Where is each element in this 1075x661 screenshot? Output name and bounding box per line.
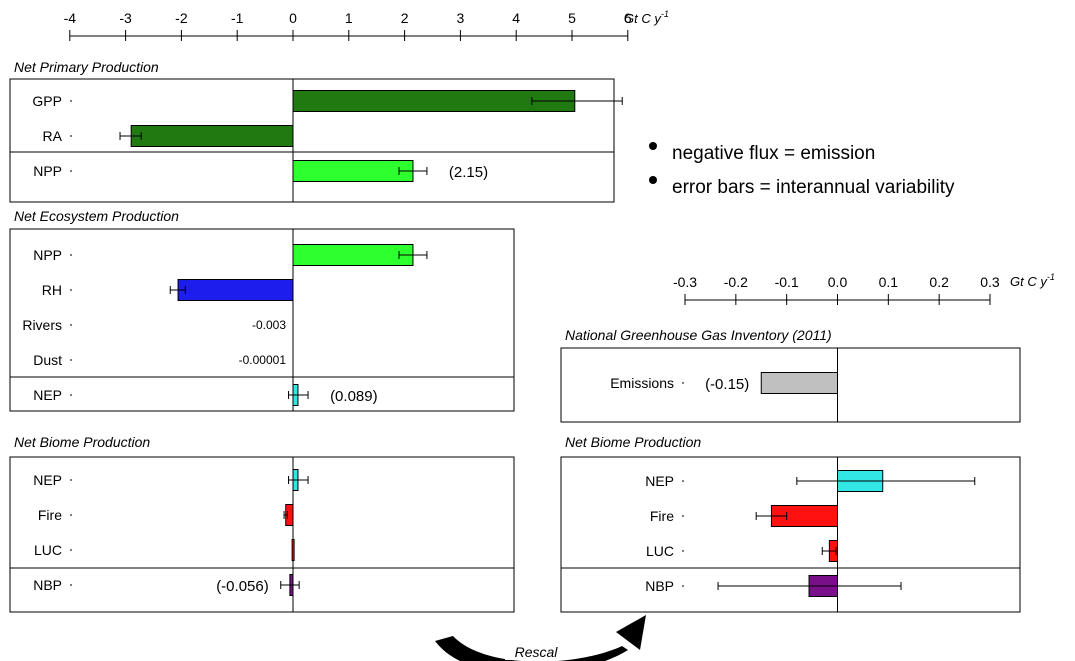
panel-title: Net Biome Production xyxy=(14,434,150,450)
category-label: LUC xyxy=(646,543,674,559)
panel-title: National Greenhouse Gas Inventory (2011) xyxy=(565,327,832,343)
panel-nep: Net Ecosystem Production NPP RH Rivers -0.00… xyxy=(9,208,515,412)
panel-nbp-left: Net Biome Production NEP Fire LUC NBP (-0.056… xyxy=(9,434,515,613)
arrow-label: Rescal xyxy=(515,644,559,660)
category-label: NBP xyxy=(645,578,674,594)
category-label: Emissions xyxy=(610,375,674,391)
bar-annotation: (2.15) xyxy=(449,164,488,181)
category-label: NEP xyxy=(33,387,62,403)
rescale-arrow: Rescal xyxy=(435,615,646,661)
bullet-icon xyxy=(649,176,657,184)
arrowhead-icon xyxy=(616,615,646,650)
category-label: Fire xyxy=(650,508,674,524)
panel-title: Net Biome Production xyxy=(565,434,701,450)
category-label: NPP xyxy=(33,247,62,263)
right-axis-unit: Gt C y-1 xyxy=(1010,272,1055,289)
right-axis: -0.3 -0.2 -0.1 0.0 0.1 0.2 0.3 xyxy=(673,274,1000,305)
bar xyxy=(291,539,295,561)
bar-annotation: (-0.15) xyxy=(705,376,749,393)
panel-title: Net Ecosystem Production xyxy=(14,208,179,224)
category-label: NPP xyxy=(33,163,62,179)
right-axis-tick-label: 0.3 xyxy=(980,274,1000,290)
category-label: RH xyxy=(42,282,62,298)
value-label: -0.003 xyxy=(252,318,286,332)
bar xyxy=(292,160,414,182)
category-label: LUC xyxy=(34,542,62,558)
left-axis-tick-label: 1 xyxy=(345,10,353,26)
left-axis-tick-label: 0 xyxy=(289,10,297,26)
legend-note: negative flux = emission xyxy=(672,143,875,164)
legend-note: error bars = interannual variability xyxy=(672,177,955,198)
legend-notes: negative flux = emission error bars = in… xyxy=(649,142,955,198)
curved-arrow-icon xyxy=(435,636,628,661)
bar-annotation: (0.089) xyxy=(330,388,378,405)
right-axis-tick-label: 0.2 xyxy=(929,274,949,290)
bar xyxy=(292,244,414,266)
left-axis-unit: Gt C y-1 xyxy=(624,9,669,26)
left-axis-tick-label: 6 xyxy=(624,10,632,26)
bar-annotation: (-0.056) xyxy=(216,578,269,595)
left-axis-tick-label: 4 xyxy=(512,10,520,26)
value-label: -0.00001 xyxy=(239,353,287,367)
category-label: GPP xyxy=(32,93,62,109)
left-axis-tick-label: -3 xyxy=(119,10,132,26)
panel-frame xyxy=(9,456,515,613)
bar xyxy=(130,125,294,147)
right-axis-tick-label: 0.1 xyxy=(879,274,899,290)
left-axis-tick-label: -4 xyxy=(64,10,77,26)
panel-title: Net Primary Production xyxy=(14,59,159,75)
panel-frame xyxy=(560,347,1021,423)
category-label: NEP xyxy=(33,472,62,488)
panel-frame xyxy=(560,456,1021,613)
category-label: NEP xyxy=(645,473,674,489)
category-label: Dust xyxy=(33,352,62,368)
panel-nbp-right: Net Biome Production NEP Fire LUC NBP xyxy=(560,434,1021,613)
category-label: RA xyxy=(43,128,63,144)
right-axis-tick-label: -0.2 xyxy=(724,274,748,290)
right-axis-tick-label: -0.3 xyxy=(673,274,697,290)
bar xyxy=(177,279,294,301)
left-axis-tick-label: 3 xyxy=(457,10,465,26)
category-label: Fire xyxy=(38,507,62,523)
category-label: Rivers xyxy=(22,317,62,333)
panel-npp: Net Primary Production GPP RA NPP (2.15) xyxy=(9,59,623,203)
left-axis-tick-label: 5 xyxy=(568,10,576,26)
panel-inventory: National Greenhouse Gas Inventory (2011)… xyxy=(560,327,1021,423)
bullet-icon xyxy=(649,142,657,150)
panel-frame xyxy=(9,228,515,412)
category-label: NBP xyxy=(33,577,62,593)
left-axis: -4 -3 -2 -1 0 1 2 3 4 5 6 xyxy=(64,10,632,41)
left-axis-tick-label: -2 xyxy=(175,10,188,26)
left-axis-tick-label: 2 xyxy=(401,10,409,26)
panel-frame xyxy=(9,78,615,203)
right-axis-tick-label: -0.1 xyxy=(775,274,799,290)
bar xyxy=(760,372,839,394)
right-axis-tick-label: 0.0 xyxy=(828,274,848,290)
left-axis-tick-label: -1 xyxy=(231,10,244,26)
